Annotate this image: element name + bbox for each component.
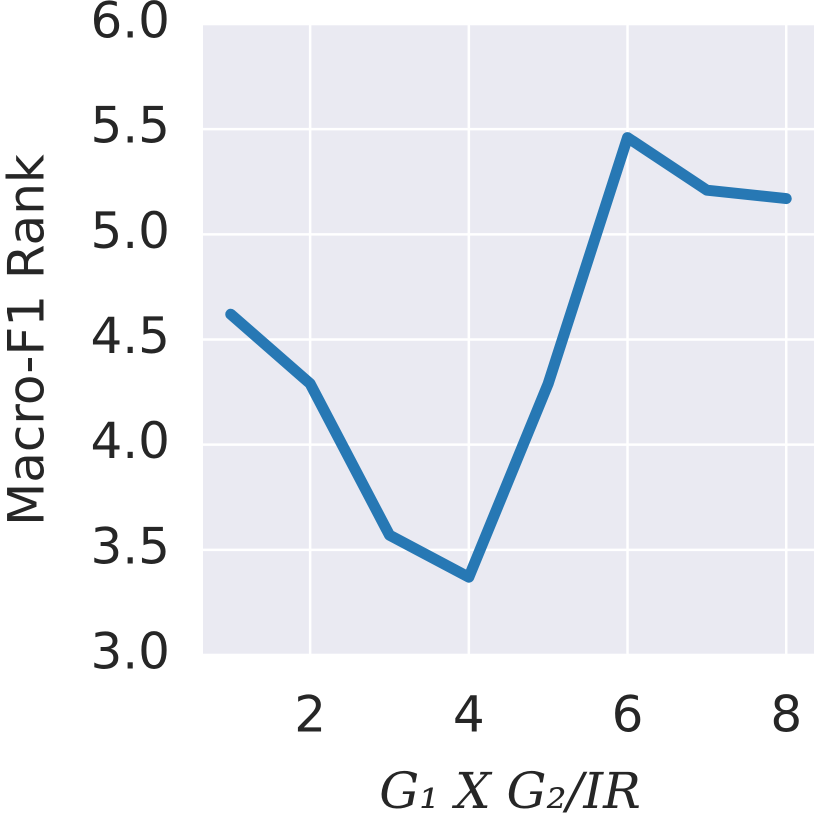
x-tick-label: 2 — [294, 686, 326, 744]
y-tick-label: 5.0 — [90, 202, 170, 260]
y-tick-label: 6.0 — [90, 0, 170, 50]
y-tick-label: 3.0 — [90, 623, 170, 681]
x-tick-label: 6 — [612, 686, 644, 744]
y-tick-label: 5.5 — [90, 97, 170, 155]
x-axis-label: G₁ X G₂/IR — [379, 762, 641, 820]
x-tick-label: 4 — [453, 686, 485, 744]
y-tick-label: 4.5 — [90, 307, 170, 365]
x-tick-label: 8 — [770, 686, 802, 744]
y-axis-label: Macro-F1 Rank — [0, 154, 56, 526]
line — [225, 132, 792, 583]
y-tick-label: 4.0 — [90, 412, 170, 470]
y-tick-label: 3.5 — [90, 517, 170, 575]
